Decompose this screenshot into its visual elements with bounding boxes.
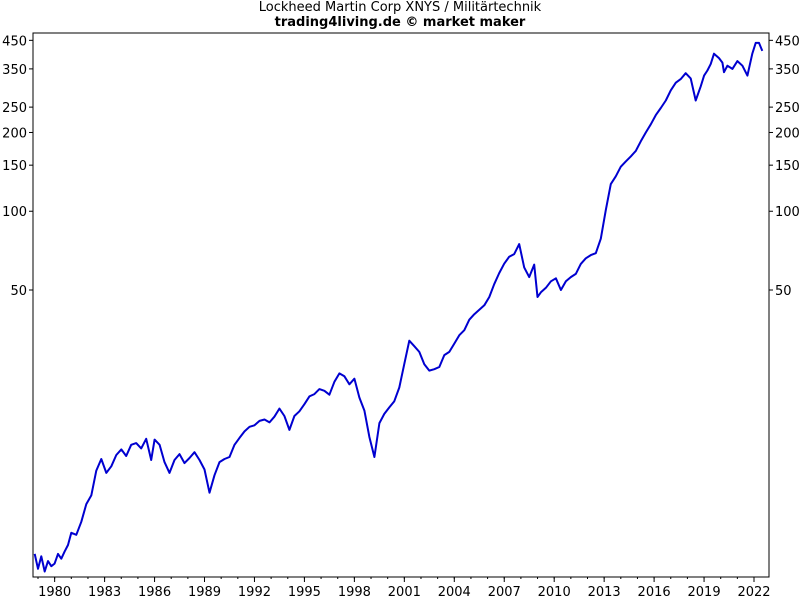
x-tick-label: 2004 [438,585,471,600]
plot-frame [32,32,770,578]
y-tick-label-left: 250 [2,101,27,116]
y-tick-label-left: 200 [2,126,27,141]
y-tick-label-left: 100 [2,205,27,220]
price-series-layer [33,41,764,573]
x-tick-label: 2022 [737,585,770,600]
chart-title: Lockheed Martin Corp XNYS / Militärtechn… [258,0,542,15]
y-tick-label-left: 350 [2,63,27,78]
y-tick-label-right: 250 [775,101,800,116]
y-tick-label-right: 200 [775,126,800,141]
y-tick-label-left: 50 [10,284,27,299]
x-tick-label: 2016 [638,585,671,600]
x-axis-ticks: 1980 1983 1986 1989 1992 1995 1998 2001 2004 2007… [37,577,771,600]
x-tick-label: 1989 [188,585,221,600]
y-tick-label-right: 150 [775,159,800,174]
y-tick-label-right: 100 [775,205,800,220]
price-line [33,41,764,573]
x-tick-label: 1998 [338,585,371,600]
x-tick-label: 1986 [138,585,171,600]
chart-subtitle: trading4living.de © market maker [274,15,526,30]
x-tick-label: 1995 [288,585,321,600]
x-tick-label: 2013 [588,585,621,600]
y-tick-label-right: 350 [775,63,800,78]
x-tick-label: 2001 [388,585,421,600]
x-tick-label: 2010 [538,585,571,600]
x-tick-label: 2019 [688,585,721,600]
y-tick-label-right: 50 [775,284,792,299]
y-tick-label-left: 450 [2,34,27,49]
y-tick-label-right: 450 [775,34,800,49]
plot-border [32,32,770,578]
y-tick-label-left: 150 [2,159,27,174]
x-tick-label: 1983 [88,585,121,600]
x-tick-label: 2007 [488,585,521,600]
y-axis-ticks: 450 450 350 350 250 250 200 200 150 150 100 100 50 50 [2,34,800,299]
x-tick-label: 1980 [38,585,71,600]
x-tick-label: 1992 [238,585,271,600]
